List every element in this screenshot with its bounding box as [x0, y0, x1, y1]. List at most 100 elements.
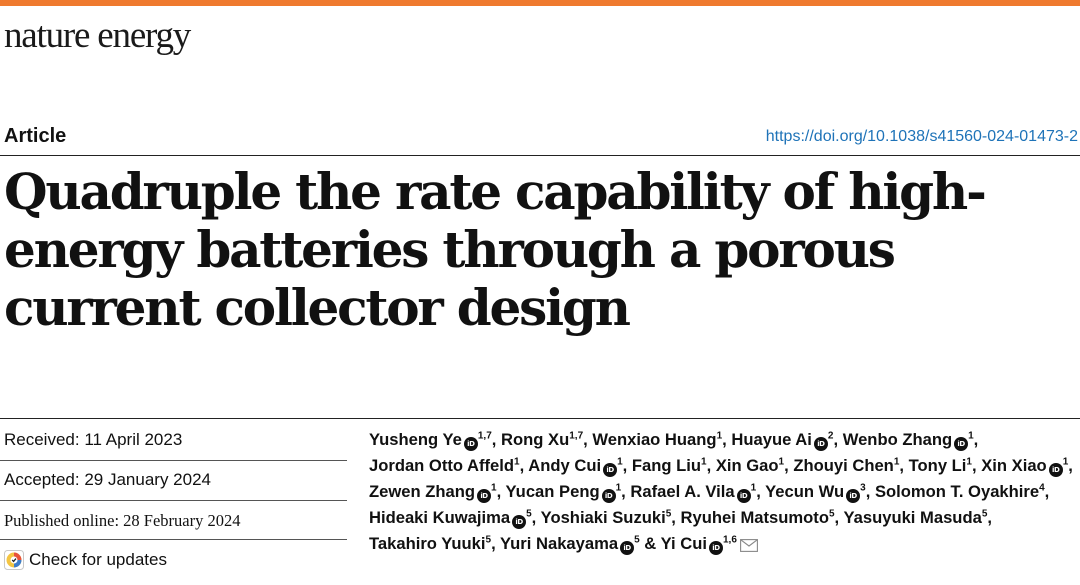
orcid-icon[interactable]: iD: [846, 489, 861, 503]
published-row: Published online: 28 February 2024: [0, 501, 347, 540]
accepted-date: Accepted: 29 January 2024: [4, 470, 211, 489]
affiliation-marker[interactable]: 4: [1039, 482, 1045, 494]
author-name[interactable]: Yucan Peng: [505, 482, 600, 501]
author-name[interactable]: Yasuyuki Masuda: [843, 508, 982, 527]
row-divider: [0, 460, 347, 461]
author-item: Huayue Ai iD2,: [731, 430, 839, 451]
author-list: Yusheng Ye iD1,7, Rong Xu1,7, Wenxiao Hua…: [369, 427, 1075, 557]
author-name[interactable]: Yecun Wu: [765, 482, 845, 501]
orcid-icon[interactable]: iD: [708, 541, 723, 555]
affiliation-marker[interactable]: 5: [526, 508, 532, 520]
author-name[interactable]: Hideaki Kuwajima: [369, 508, 511, 527]
author-name[interactable]: Solomon T. Oyakhire: [874, 482, 1040, 501]
author-item: Solomon T. Oyakhire4,: [874, 482, 1050, 501]
author-name[interactable]: Wenxiao Huang: [592, 430, 717, 449]
author-item: Yusheng Ye iD1,7,: [369, 430, 497, 451]
affiliation-marker[interactable]: 1: [491, 482, 497, 494]
orcid-icon[interactable]: iD: [463, 437, 478, 451]
author-name[interactable]: Yuri Nakayama: [500, 534, 619, 553]
article-title: Quadruple the rate capability of high-en…: [4, 162, 987, 337]
affiliation-marker[interactable]: 1: [966, 456, 972, 468]
orcid-icon[interactable]: iD: [512, 515, 527, 529]
affiliation-marker[interactable]: 1: [778, 456, 785, 468]
author-name[interactable]: Rong Xu: [501, 430, 570, 449]
author-name[interactable]: Jordan Otto Affeld: [369, 456, 515, 475]
published-date: Published online: 28 February 2024: [4, 511, 241, 530]
author-item: Takahiro Yuuki5,: [369, 534, 496, 553]
affiliation-marker[interactable]: 1: [701, 456, 707, 468]
author-item: Jordan Otto Affeld1,: [369, 456, 525, 475]
author-name[interactable]: Xin Xiao: [981, 456, 1047, 475]
affiliation-marker[interactable]: 1: [716, 430, 723, 442]
check-for-updates-label: Check for updates: [29, 550, 167, 569]
author-name[interactable]: Yoshiaki Suzuki: [540, 508, 666, 527]
author-item: Andy Cui iD1,: [528, 456, 628, 477]
metadata-divider: [0, 418, 1080, 419]
orcid-icon[interactable]: iD: [736, 489, 751, 503]
affiliation-marker[interactable]: 5: [485, 534, 492, 546]
author-item: Zewen Zhang iD1,: [369, 482, 502, 503]
author-name[interactable]: Fang Liu: [631, 456, 702, 475]
orcid-icon[interactable]: iD: [813, 437, 828, 451]
author-name[interactable]: Xin Gao: [715, 456, 779, 475]
author-item: Wenbo Zhang iD1,: [842, 430, 979, 451]
author-item: Zhouyi Chen1,: [793, 456, 905, 475]
author-item: Xin Xiao iD1,: [981, 456, 1073, 477]
affiliation-marker[interactable]: 5: [634, 534, 640, 546]
author-item: Tony Li1,: [908, 456, 977, 475]
affiliation-marker[interactable]: 1: [968, 430, 974, 442]
author-item: Rong Xu1,7,: [501, 430, 588, 449]
author-name[interactable]: Zewen Zhang: [369, 482, 476, 501]
row-divider: [0, 500, 347, 501]
author-name[interactable]: Takahiro Yuuki: [369, 534, 486, 553]
author-name[interactable]: Tony Li: [908, 456, 967, 475]
orcid-icon[interactable]: iD: [603, 463, 618, 477]
author-name[interactable]: Yi Cui: [660, 534, 707, 553]
affiliation-marker[interactable]: 1,7: [477, 430, 492, 442]
journal-logo[interactable]: nature energy: [4, 15, 191, 56]
orcid-icon[interactable]: iD: [620, 541, 635, 555]
affiliation-marker[interactable]: 1,6: [722, 534, 737, 546]
affiliation-marker[interactable]: 5: [665, 508, 672, 520]
affiliation-marker[interactable]: 2: [827, 430, 834, 442]
author-item: Yi Cui iD1,6: [660, 534, 758, 555]
orcid-icon[interactable]: iD: [477, 489, 492, 503]
author-name[interactable]: Zhouyi Chen: [793, 456, 894, 475]
orcid-icon[interactable]: iD: [1048, 463, 1063, 477]
author-item: Rafael A. Vila iD1,: [630, 482, 761, 503]
doi-link[interactable]: https://doi.org/10.1038/s41560-024-01473…: [765, 128, 1078, 145]
affiliation-marker[interactable]: 5: [981, 508, 988, 520]
affiliation-marker[interactable]: 1: [750, 482, 757, 494]
author-name[interactable]: Huayue Ai: [731, 430, 812, 449]
affiliation-marker[interactable]: 5: [828, 508, 835, 520]
header-divider: [0, 155, 1080, 156]
check-for-updates-icon: [4, 550, 24, 570]
affiliation-marker[interactable]: 1: [615, 482, 622, 494]
author-name[interactable]: Ryuhei Matsumoto: [680, 508, 829, 527]
affiliation-marker[interactable]: 1: [893, 456, 900, 468]
check-for-updates-button[interactable]: Check for updates: [4, 550, 167, 570]
row-divider: [0, 539, 347, 540]
orcid-icon[interactable]: iD: [601, 489, 616, 503]
author-name[interactable]: Andy Cui: [528, 456, 602, 475]
envelope-icon[interactable]: [739, 539, 758, 552]
author-item: Yucan Peng iD1,: [505, 482, 626, 503]
author-item: Wenxiao Huang1,: [592, 430, 727, 449]
orcid-icon[interactable]: iD: [954, 437, 969, 451]
article-type-label: Article: [4, 125, 67, 147]
author-item: Yecun Wu iD3,: [765, 482, 871, 503]
accepted-row: Accepted: 29 January 2024: [0, 461, 347, 501]
affiliation-marker[interactable]: 3: [860, 482, 866, 494]
affiliation-marker[interactable]: 1: [617, 456, 623, 468]
author-name[interactable]: Yusheng Ye: [369, 430, 462, 449]
affiliation-marker[interactable]: 1: [1062, 456, 1069, 468]
affiliation-marker[interactable]: 1,7: [569, 430, 584, 442]
author-item: Xin Gao1,: [715, 456, 789, 475]
author-item: Ryuhei Matsumoto5,: [680, 508, 840, 527]
affiliation-marker[interactable]: 1: [514, 456, 520, 468]
received-date: Received: 11 April 2023: [4, 430, 183, 449]
author-name[interactable]: Rafael A. Vila: [630, 482, 735, 501]
author-item: Fang Liu1,: [631, 456, 712, 475]
author-name[interactable]: Wenbo Zhang: [842, 430, 953, 449]
author-item: Yasuyuki Masuda5,: [843, 508, 992, 527]
